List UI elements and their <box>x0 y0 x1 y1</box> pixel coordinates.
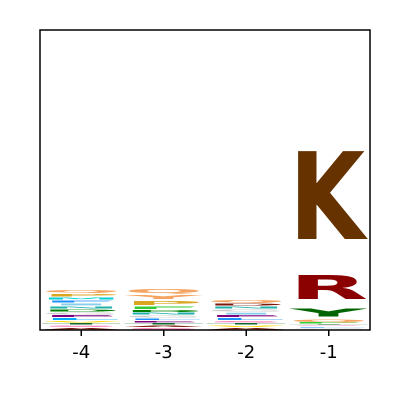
logo-letter-p: P <box>124 300 203 306</box>
logo-letter-g: G <box>289 328 368 329</box>
x-tick-label: -3 <box>155 342 173 363</box>
logo-letter-l: L <box>289 326 368 327</box>
logo-letter-t: T <box>42 323 121 325</box>
logo-letter-d: D <box>42 309 121 312</box>
logo-letter-s: S <box>124 328 203 330</box>
logo-letter-y: Y <box>124 294 203 300</box>
x-tick-label: -2 <box>237 342 255 363</box>
logo-letter-f: F <box>289 323 368 324</box>
logo-letter-s: S <box>207 320 286 322</box>
logo-letter-a: A <box>124 325 203 327</box>
logo-letter-q: Q <box>207 300 286 304</box>
logo-letter-n: N <box>207 306 286 309</box>
logo-letter-i: I <box>42 303 121 306</box>
logo-letter-n: N <box>42 306 121 309</box>
logo-letter-a: A <box>207 328 286 330</box>
logo-letter-v: V <box>42 320 121 322</box>
logo-letter-g: G <box>124 315 203 318</box>
logo-letter-t: T <box>207 323 286 325</box>
logo-letter-a: A <box>42 328 121 330</box>
logo-letter-s: S <box>289 325 368 326</box>
logo-letter-p: P <box>42 293 121 297</box>
logo-letter-t: T <box>289 324 368 325</box>
logo-letter-l: L <box>207 318 286 321</box>
logo-letter-n: N <box>124 313 203 316</box>
x-axis-ticks: -4 -3 -2 -1 <box>72 330 338 363</box>
logo-letter-g: G <box>207 309 286 312</box>
logo-letter-s: S <box>42 325 121 327</box>
logo-letter-l: L <box>124 318 203 320</box>
logo-letter-r: R <box>289 268 368 307</box>
logo-letter-q: Q <box>289 319 368 323</box>
logo-letter-y: Y <box>289 307 369 319</box>
logo-letter-k: K <box>289 127 368 268</box>
logo-letter-d: D <box>124 310 203 313</box>
logo-letter-t: T <box>124 323 203 325</box>
x-tick-label: -4 <box>72 342 90 363</box>
logo-letter-g: G <box>42 312 121 315</box>
logo-letter-e: E <box>42 315 121 318</box>
logo-letter-e: E <box>124 320 203 322</box>
logo-letter-f: F <box>42 300 121 303</box>
logo-letter-l: L <box>42 318 121 321</box>
logo-letter-v: V <box>207 325 286 327</box>
logo-letter-e: E <box>207 315 286 318</box>
plot-frame <box>39 29 371 331</box>
logo-letter-q: Q <box>42 290 121 294</box>
logo-letter-m: M <box>42 297 121 300</box>
logo-letter-q: Q <box>124 288 203 294</box>
logo-letter-i: I <box>207 312 286 315</box>
logo-letter-d: D <box>207 303 286 306</box>
logo-letter-f: F <box>124 306 203 310</box>
x-tick-label: -1 <box>320 342 338 363</box>
logo-marks: ASTVLEGDNIFMPQSATELGNDFPYQAVTSLEIGNDQAGL… <box>42 127 369 330</box>
